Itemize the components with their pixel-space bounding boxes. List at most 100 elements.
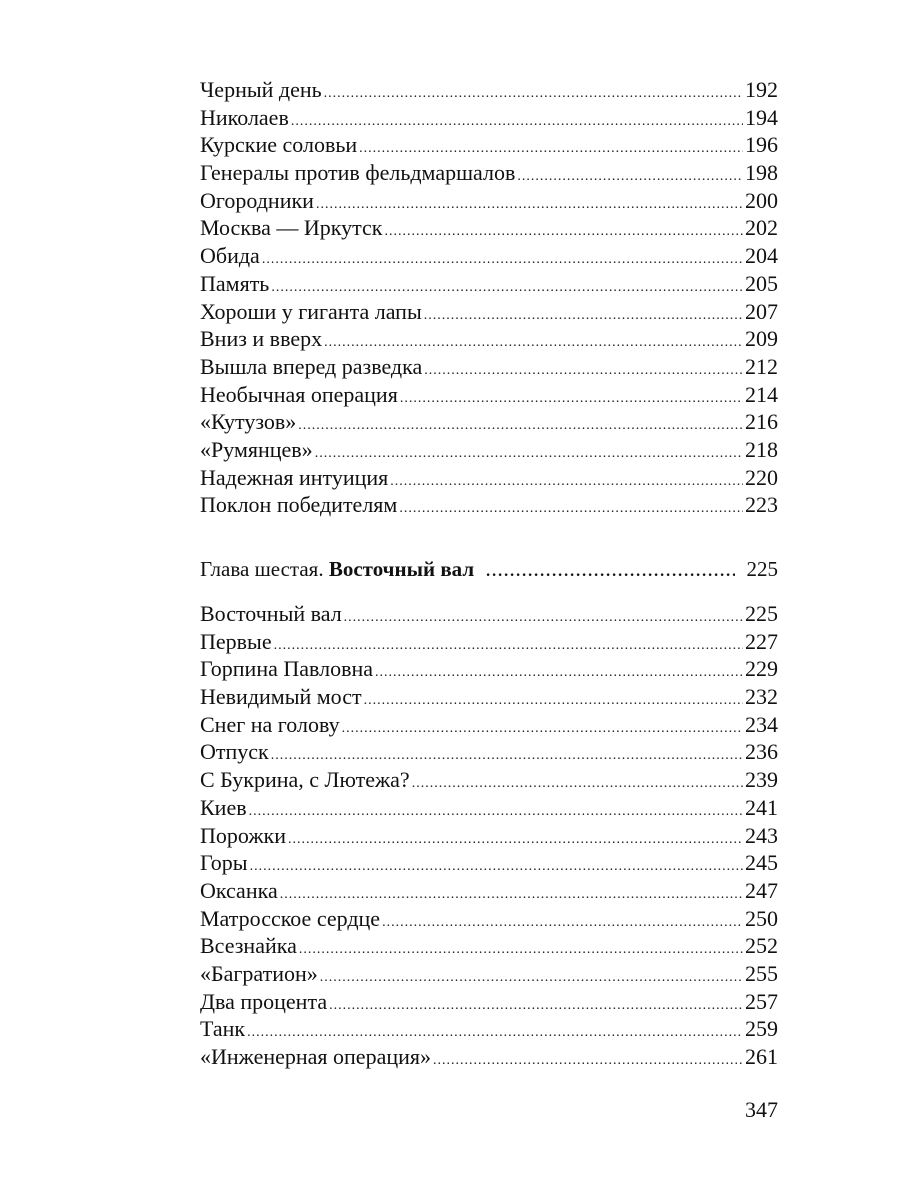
entry-title: «Инженерная операция» [200,1044,431,1069]
entry-title: Невидимый мост [200,684,362,710]
dot-leader [342,715,743,743]
toc-entry: Матросское сердце 250 [200,905,778,933]
toc-entry: Огородники 200 [200,187,778,215]
chapter-heading: Глава шестая. Восточный вал 225 [200,556,778,584]
dot-leader [390,468,743,496]
entry-title: Оксанка [200,877,278,903]
toc-entry: Снег на голову 234 [200,711,778,739]
entry-page: 225 [745,601,778,626]
entry-title: Восточный вал [200,601,342,626]
toc-entry: Невидимый мост 232 [200,683,778,711]
entry-title: Генералы против фельдмаршалов [200,160,516,186]
entry-title: «Багратион» [200,960,318,986]
dot-leader [486,558,734,586]
dot-leader [324,80,743,108]
entry-title: Горпина Павловна [200,656,374,682]
entry-title: Два процента [200,988,328,1014]
entry-title: Вышла вперед разведка [200,353,423,379]
entry-title: «Кутузов» [200,409,297,435]
entry-page: 239 [745,767,778,793]
entry-page: 252 [745,933,778,959]
entry-title: Вниз и вверх [200,326,323,352]
chapter-page: 225 [746,557,779,581]
toc-section-2: Восточный вал 225 Первые 227 Горпина Павловн… [200,600,778,1071]
dot-leader [250,853,743,881]
dot-leader [249,798,743,826]
dot-leader [399,495,743,523]
entry-title: Курские соловьи [200,132,358,158]
entry-title: Николаев [200,104,289,130]
toc-entry: Черный день 192 [200,76,778,104]
toc-entry: Киев 241 [200,794,778,822]
toc-entry: Восточный вал 225 [200,600,778,628]
entry-page: 216 [745,409,778,435]
toc-entry: «Инженерная операция» 261 [200,1043,778,1071]
entry-page: 212 [745,353,778,379]
entry-page: 205 [745,270,778,296]
toc-entry: «Румянцев» 218 [200,436,778,464]
entry-page: 214 [745,381,778,407]
entry-title: Снег на голову [200,711,340,737]
entry-page: 241 [745,794,778,820]
toc-entry-chapter: Глава шестая. Восточный вал 225 [200,556,778,584]
toc-entry: Поклон победителям 223 [200,491,778,519]
dot-leader [375,659,743,687]
entry-page: 234 [745,711,778,737]
chapter-prefix: Глава шестая. [200,557,324,581]
dot-leader [329,992,743,1020]
toc-entry: Память 205 [200,270,778,298]
toc-entry: «Багратион» 255 [200,960,778,988]
dot-leader [433,1047,743,1075]
toc-entry: Отпуск 236 [200,738,778,766]
entry-title: Киев [200,794,247,820]
toc-entry: С Букрина, с Лютежа? 239 [200,766,778,794]
dot-leader [382,909,743,937]
entry-page: 245 [745,850,778,876]
entry-title: Первые [200,628,272,654]
toc-entry: Горы 245 [200,849,778,877]
entry-page: 220 [745,464,778,490]
dot-leader [298,412,743,440]
toc-entry: Порожки 243 [200,822,778,850]
entry-page: 227 [745,628,778,654]
entry-page: 257 [745,988,778,1014]
entry-page: 259 [745,1016,778,1042]
dot-leader [400,385,743,413]
dot-leader [412,770,743,798]
entry-page: 243 [745,822,778,848]
entry-page: 229 [745,656,778,682]
toc-entry: Николаев 194 [200,104,778,132]
entry-page: 250 [745,905,778,931]
entry-page: 247 [745,877,778,903]
dot-leader [517,163,743,191]
chapter-title: Восточный вал [328,557,475,581]
entry-page: 261 [745,1044,778,1069]
entry-page: 218 [745,436,778,462]
page-number: 347 [745,1097,778,1122]
toc-entry: Обида 204 [200,242,778,270]
dot-leader [288,826,743,854]
entry-title: Порожки [200,822,287,848]
entry-title: Отпуск [200,739,269,765]
entry-title: Память [200,270,270,296]
entry-page: 255 [745,960,778,986]
entry-title: С Букрина, с Лютежа? [200,767,410,793]
entry-title: Поклон победителям [200,492,398,518]
entry-page: 236 [745,739,778,765]
toc-entry: Хороши у гиганта лапы 207 [200,298,778,326]
entry-page: 192 [745,77,778,102]
entry-page: 223 [745,492,778,518]
dot-leader [384,218,743,246]
entry-page: 232 [745,684,778,710]
toc-entry: Москва — Иркутск 202 [200,214,778,242]
dot-leader [320,964,743,992]
entry-page: 207 [745,298,778,324]
dot-leader [364,687,743,715]
toc-entry: Вниз и вверх 209 [200,325,778,353]
dot-leader [291,108,743,136]
entry-page: 198 [745,160,778,186]
entry-title: Необычная операция [200,381,398,407]
entry-title: Москва — Иркутск [200,215,383,241]
entry-page: 200 [745,187,778,213]
dot-leader [424,357,743,385]
